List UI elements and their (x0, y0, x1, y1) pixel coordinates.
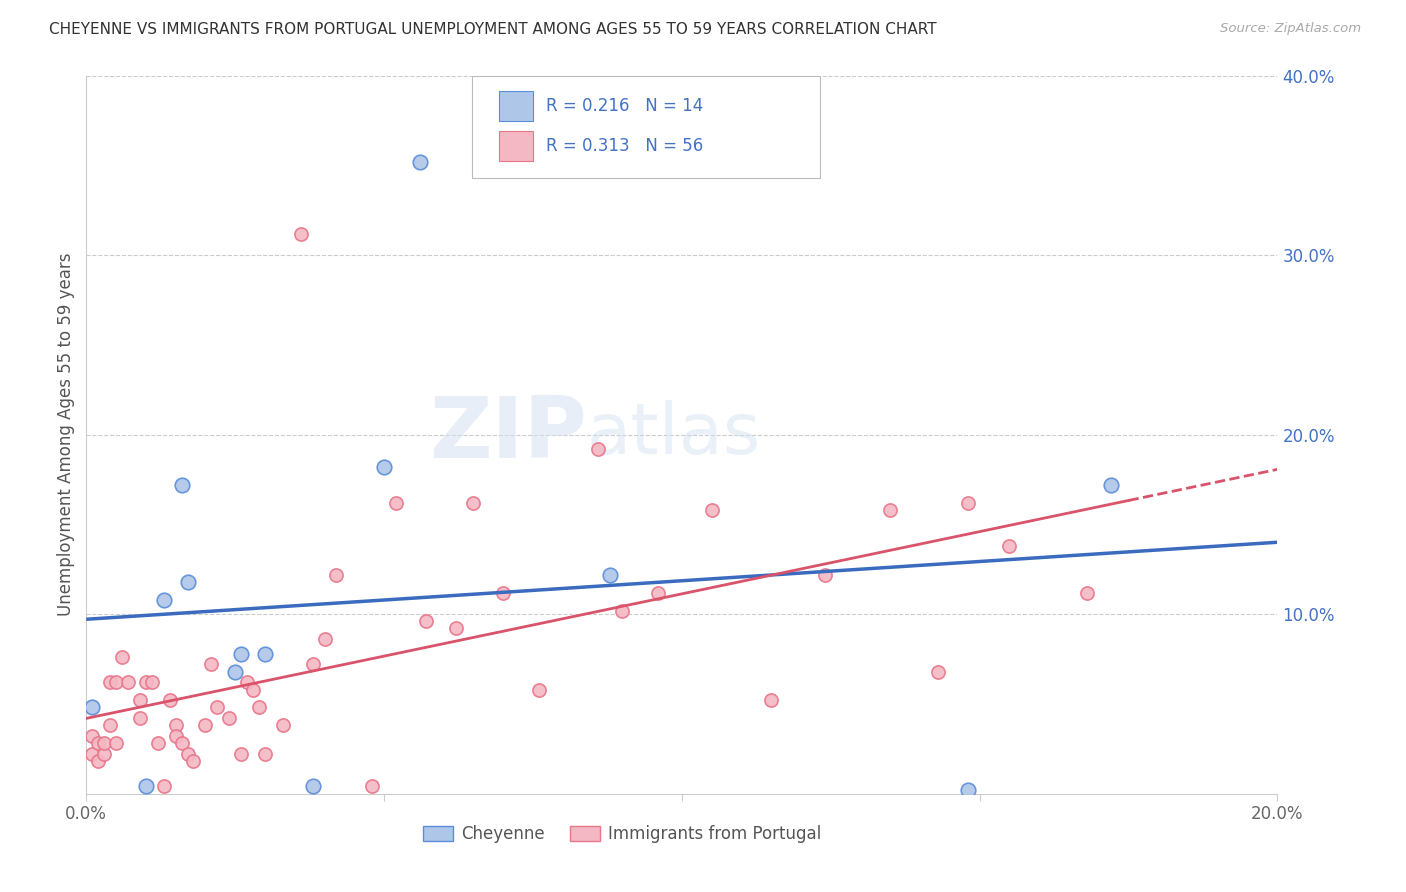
Point (128, 711, 150, 725)
Point (956, 783, 979, 797)
Point (385, 496, 408, 510)
Point (927, 665, 949, 679)
Point (236, 675, 259, 690)
Point (82, 700, 104, 714)
Point (165, 729, 187, 743)
Point (176, 747, 198, 761)
Text: R = 0.313   N = 56: R = 0.313 N = 56 (546, 136, 703, 154)
Point (998, 539, 1021, 553)
Point (152, 592, 174, 607)
Point (415, 615, 437, 629)
Point (207, 700, 229, 714)
Point (152, 780, 174, 794)
Point (314, 632, 336, 647)
Point (146, 736, 169, 750)
Point (98, 675, 121, 690)
Point (176, 574, 198, 589)
Point (253, 747, 276, 761)
Point (409, 154, 432, 169)
Point (1099, 478, 1122, 492)
Point (194, 718, 217, 732)
Point (105, 736, 128, 750)
Point (647, 585, 669, 599)
Point (87, 736, 110, 750)
Point (218, 711, 240, 725)
Text: atlas: atlas (586, 401, 761, 469)
Point (93, 747, 115, 761)
Point (93, 736, 115, 750)
Point (1076, 585, 1098, 599)
Y-axis label: Unemployment Among Ages 55 to 59 years: Unemployment Among Ages 55 to 59 years (58, 252, 75, 616)
Point (879, 503, 901, 517)
Point (527, 682, 550, 697)
Point (128, 693, 150, 707)
Point (141, 675, 163, 690)
Point (599, 567, 621, 582)
Point (325, 567, 347, 582)
Point (814, 567, 837, 582)
Point (165, 718, 187, 732)
Point (759, 693, 782, 707)
Point (111, 650, 134, 665)
Point (463, 496, 485, 510)
Point (492, 585, 515, 599)
Point (253, 647, 276, 661)
Text: R = 0.216   N = 14: R = 0.216 N = 14 (546, 97, 703, 115)
Legend: Cheyenne, Immigrants from Portugal: Cheyenne, Immigrants from Portugal (416, 819, 828, 850)
Point (444, 622, 467, 636)
Point (105, 675, 128, 690)
Point (242, 682, 264, 697)
Text: CHEYENNE VS IMMIGRANTS FROM PORTUGAL UNEMPLOYMENT AMONG AGES 55 TO 59 YEARS CORR: CHEYENNE VS IMMIGRANTS FROM PORTUGAL UNE… (49, 22, 936, 37)
Point (373, 459, 395, 474)
Point (956, 496, 979, 510)
Point (87, 755, 110, 769)
Point (700, 503, 723, 517)
Point (135, 780, 157, 794)
Point (200, 657, 222, 672)
Point (98, 718, 121, 732)
Point (170, 736, 193, 750)
Point (247, 700, 270, 714)
Point (224, 665, 246, 679)
Point (301, 657, 323, 672)
Point (290, 227, 312, 241)
Point (301, 780, 323, 794)
Point (159, 693, 181, 707)
Point (231, 647, 253, 661)
Point (117, 675, 139, 690)
Text: Source: ZipAtlas.com: Source: ZipAtlas.com (1220, 22, 1361, 36)
Point (82, 729, 104, 743)
Point (271, 718, 294, 732)
Point (588, 442, 610, 456)
Text: ZIP: ZIP (429, 393, 586, 476)
Point (231, 747, 253, 761)
Point (170, 478, 193, 492)
Point (183, 755, 205, 769)
Point (82, 747, 104, 761)
Point (135, 675, 157, 690)
Point (361, 780, 384, 794)
Point (612, 603, 634, 617)
